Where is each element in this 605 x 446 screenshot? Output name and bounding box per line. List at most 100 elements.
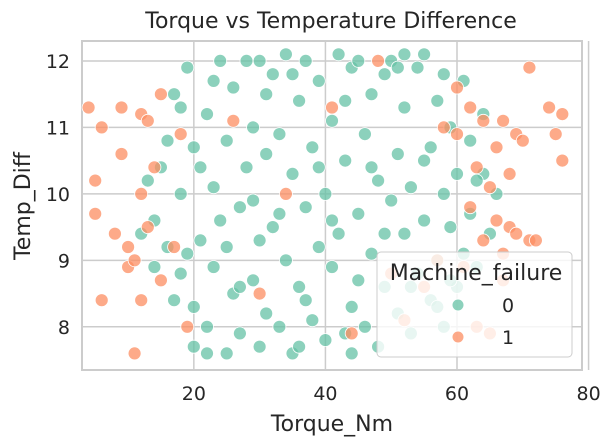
data-point [219, 346, 234, 361]
data-point [311, 160, 326, 175]
data-point [114, 100, 129, 115]
data-point [476, 113, 491, 128]
data-point [364, 246, 379, 261]
data-point [246, 120, 261, 135]
data-point [134, 293, 149, 308]
data-point [390, 60, 405, 75]
data-point [417, 153, 432, 168]
data-point [311, 240, 326, 254]
data-point [186, 299, 201, 314]
data-point [114, 147, 129, 161]
data-point [325, 213, 339, 228]
data-point [298, 54, 313, 68]
data-point [325, 100, 339, 115]
data-point [213, 54, 228, 68]
data-point [219, 240, 234, 254]
data-point [351, 273, 366, 288]
data-point [140, 113, 155, 128]
data-point [331, 47, 346, 62]
data-point [200, 346, 214, 361]
data-point [173, 266, 188, 281]
data-point [206, 180, 221, 195]
y-tick-label: 8 [58, 317, 70, 339]
data-point [489, 140, 504, 155]
data-point [200, 107, 214, 121]
data-point [311, 74, 326, 88]
data-point [555, 153, 570, 168]
y-tick-label: 12 [46, 51, 70, 73]
plot-area [81, 40, 590, 371]
data-point [522, 60, 537, 75]
data-point [305, 313, 320, 328]
data-point [127, 253, 142, 268]
data-point [186, 140, 201, 155]
data-point [232, 326, 247, 341]
y-tick-label: 9 [58, 250, 70, 272]
data-point [278, 47, 293, 62]
data-point [476, 233, 491, 248]
data-point [180, 246, 195, 261]
data-point [318, 333, 333, 348]
data-point [450, 80, 464, 95]
data-point [94, 120, 109, 135]
y-tick-label: 11 [46, 117, 70, 139]
y-axis-ticks: 8 9 10 11 12 [46, 51, 70, 339]
data-point [338, 153, 353, 168]
data-point [173, 186, 188, 201]
data-point [423, 140, 438, 155]
data-point [450, 127, 464, 142]
data-point [81, 100, 96, 115]
data-point [377, 226, 392, 241]
data-point [252, 339, 267, 354]
data-point [193, 160, 208, 175]
data-point [397, 47, 412, 62]
data-point [292, 279, 307, 294]
data-point [292, 93, 307, 108]
data-point [397, 100, 412, 115]
data-point [252, 286, 267, 301]
data-point [153, 273, 168, 288]
x-tick-label: 80 [576, 383, 600, 405]
data-point [246, 193, 261, 208]
data-point [265, 67, 280, 82]
data-point [338, 93, 353, 108]
data-point [226, 80, 241, 95]
data-point [278, 186, 293, 201]
data-point [555, 107, 570, 121]
data-point [213, 213, 228, 228]
legend-title: Machine_failure [390, 261, 563, 286]
data-point [305, 140, 320, 155]
data-point [344, 346, 359, 361]
data-point [153, 87, 168, 102]
x-axis-ticks: 20 40 60 80 [182, 383, 601, 405]
legend: Machine_failure 0 1 [376, 251, 573, 358]
data-point [436, 186, 451, 201]
legend-marker-1 [451, 330, 465, 344]
data-point [180, 319, 195, 334]
chart-title: Torque vs Temperature Difference [144, 9, 517, 34]
data-point [410, 60, 425, 75]
data-point [417, 213, 432, 228]
data-point [436, 120, 451, 135]
data-point [364, 160, 379, 175]
data-point [542, 100, 556, 115]
x-axis-label: Torque_Nm [270, 412, 393, 437]
data-point [496, 113, 511, 128]
data-point [463, 200, 478, 215]
data-point [397, 226, 412, 241]
data-point [371, 173, 386, 188]
data-point [173, 127, 188, 142]
y-axis-label: Temp_Diff [11, 151, 36, 261]
legend-label-1: 1 [502, 327, 514, 349]
data-point [390, 147, 405, 161]
data-point [325, 260, 339, 274]
data-point [482, 180, 497, 195]
data-point [344, 326, 359, 341]
data-point [509, 226, 524, 241]
data-point [127, 346, 142, 361]
data-point [443, 220, 458, 235]
data-point [121, 240, 136, 254]
data-point [331, 226, 346, 241]
data-point [108, 226, 122, 241]
data-point [232, 279, 247, 294]
